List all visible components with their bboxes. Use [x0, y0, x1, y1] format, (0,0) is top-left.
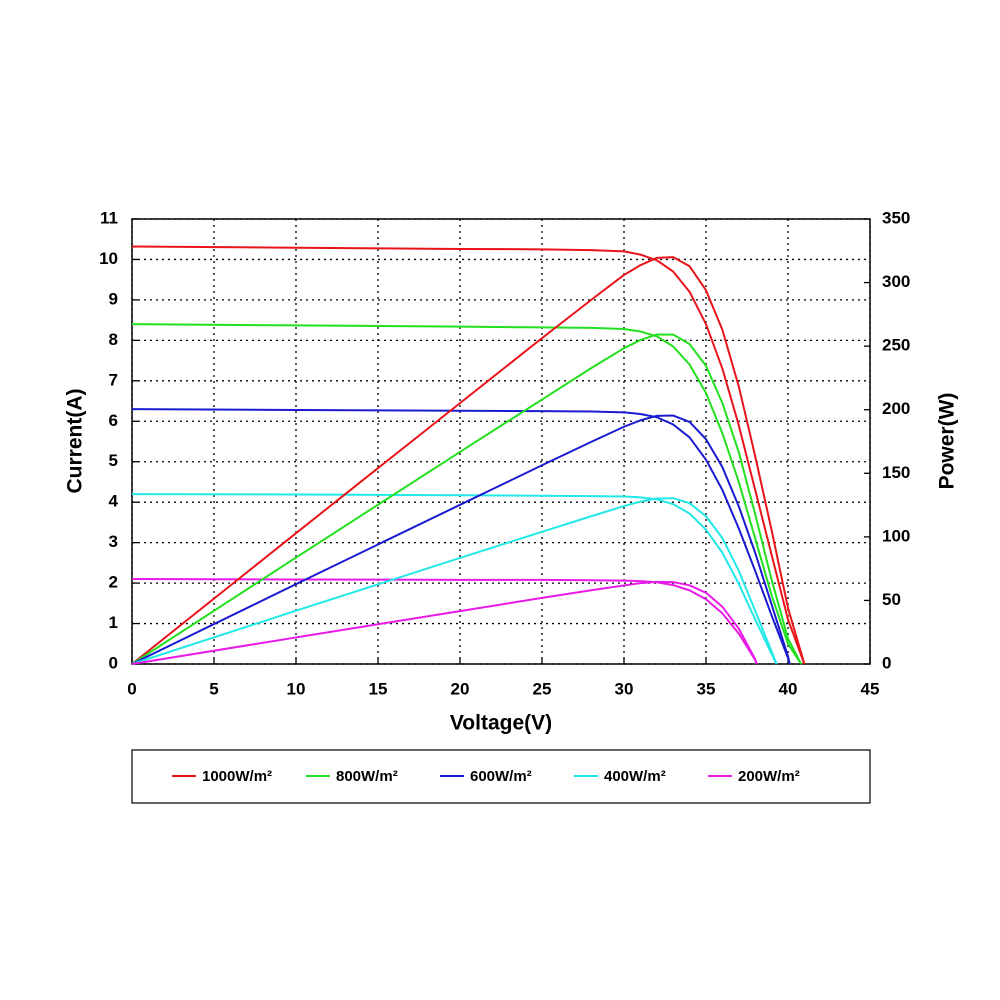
y2-tick-label: 100: [882, 526, 910, 545]
y-tick-label: 7: [109, 370, 118, 389]
x-tick-label: 35: [697, 679, 716, 698]
x-tick-label: 45: [861, 679, 880, 698]
plot-frame: [131, 218, 871, 665]
power-curve: [131, 333, 803, 665]
x-axis-title: Voltage(V): [450, 712, 552, 735]
x-tick-label: 15: [369, 679, 388, 698]
legend-label: 400W/m²: [604, 768, 666, 785]
x-tick-label: 40: [779, 679, 798, 698]
y-tick-label: 4: [109, 492, 119, 511]
y-tick-label: 11: [100, 208, 118, 227]
x-tick-label: 30: [615, 679, 634, 698]
y-tick-label: 0: [109, 653, 118, 672]
y2-tick-label: 200: [882, 399, 910, 418]
current-curve: [131, 323, 802, 665]
x-tick-label: 20: [451, 679, 470, 698]
y2-axis-title: Power(W): [936, 393, 959, 490]
y-tick-label: 5: [109, 451, 118, 470]
y-tick-label: 10: [99, 249, 118, 268]
x-tick-label: 10: [287, 679, 306, 698]
legend-label: 1000W/m²: [202, 768, 272, 785]
y2-tick-label: 50: [882, 590, 901, 609]
power-curve: [131, 497, 778, 665]
current-curve: [131, 578, 758, 665]
legend-label: 200W/m²: [738, 768, 800, 785]
x-tick-label: 0: [127, 679, 136, 698]
y-tick-label: 6: [109, 411, 118, 430]
x-tick-label: 5: [209, 679, 218, 698]
y-tick-label: 1: [109, 613, 118, 632]
legend-label: 600W/m²: [470, 768, 532, 785]
legend-label: 800W/m²: [336, 768, 398, 785]
y2-tick-label: 300: [882, 272, 910, 291]
x-tick-label: 25: [533, 679, 552, 698]
current-curve: [131, 245, 806, 665]
y-tick-label: 8: [109, 330, 118, 349]
y-tick-label: 3: [109, 532, 118, 551]
current-curve: [131, 493, 778, 665]
legend-box: [131, 749, 871, 804]
power-curve: [131, 580, 758, 665]
y2-tick-label: 250: [882, 336, 910, 355]
y-tick-label: 9: [109, 289, 118, 308]
power-curve: [131, 256, 806, 665]
y-axis-title: Current(A): [64, 389, 87, 494]
y2-tick-label: 0: [882, 653, 891, 672]
y2-tick-label: 150: [882, 463, 910, 482]
y-tick-label: 2: [109, 573, 118, 592]
current-curve: [131, 408, 791, 665]
y2-tick-label: 350: [882, 208, 910, 227]
power-curve: [131, 414, 791, 665]
